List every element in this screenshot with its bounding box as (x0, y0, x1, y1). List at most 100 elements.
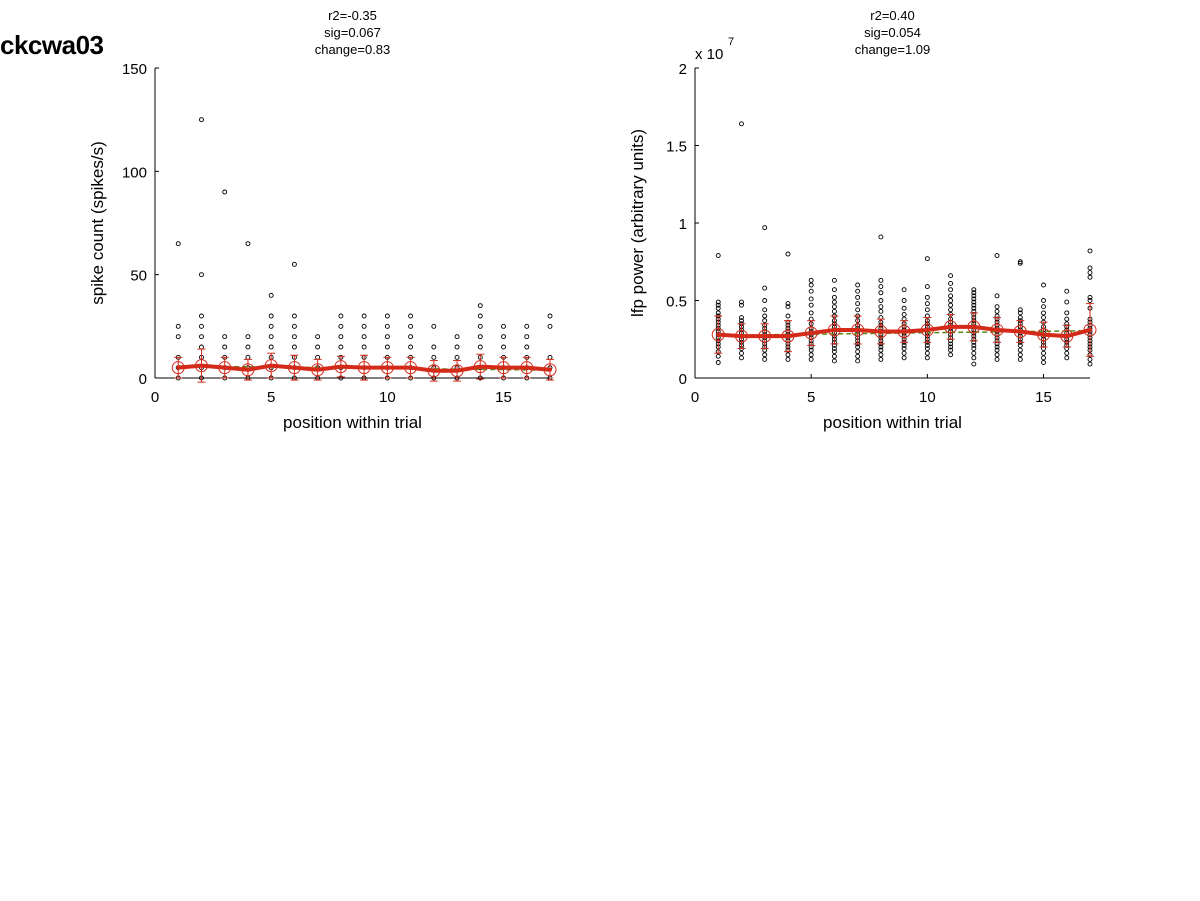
data-point (948, 352, 954, 358)
data-point (361, 344, 367, 350)
data-point (924, 346, 930, 351)
data-point (994, 253, 1000, 259)
data-point (831, 304, 837, 310)
chart-title-line: change=1.09 (855, 42, 931, 57)
data-point (524, 334, 530, 340)
data-point (1017, 352, 1023, 358)
mean-marker (520, 361, 534, 375)
data-point (971, 299, 977, 305)
mean-marker (804, 326, 818, 340)
data-point (1017, 259, 1023, 265)
data-point (501, 323, 506, 329)
data-point (855, 282, 861, 288)
mean-marker (311, 363, 325, 377)
data-point (338, 323, 344, 329)
data-point (924, 301, 930, 307)
data-point (1041, 350, 1046, 356)
data-point (971, 287, 977, 293)
data-point (1017, 260, 1023, 266)
data-point (901, 343, 907, 348)
x-tick-label: 15 (1035, 389, 1052, 406)
data-point (994, 293, 1000, 299)
data-point (878, 298, 884, 303)
data-point (1041, 282, 1046, 288)
data-point (338, 313, 344, 319)
data-point (762, 352, 768, 358)
data-point (785, 356, 791, 362)
data-point (808, 347, 814, 353)
data-point (785, 301, 791, 307)
data-point (501, 334, 506, 340)
data-point (831, 358, 837, 364)
data-point (901, 287, 907, 293)
mean-marker (920, 323, 934, 337)
mean-marker (1083, 323, 1097, 337)
data-point (477, 313, 483, 319)
mean-marker (404, 361, 418, 375)
mean-marker (543, 363, 557, 377)
data-point (855, 344, 861, 350)
data-point (831, 353, 837, 359)
y-tick-label: 150 (122, 61, 147, 78)
data-point (361, 323, 367, 329)
lfp-power-chart: r2=0.40 sig=0.054 change=1.09 0 5 10 15 0 0.5 1 1.… (628, 8, 1097, 432)
data-point (901, 346, 907, 351)
data-point (924, 343, 930, 348)
data-point (808, 288, 814, 294)
data-point (739, 350, 744, 356)
data-point (948, 307, 954, 313)
mean-marker (450, 364, 464, 378)
data-point (1017, 356, 1023, 362)
data-point (384, 334, 390, 340)
data-point (948, 281, 954, 286)
data-point (808, 277, 814, 283)
data-point (291, 261, 297, 267)
data-point (175, 334, 181, 340)
data-point (901, 350, 907, 356)
data-point (1064, 350, 1070, 356)
data-point (971, 290, 977, 296)
data-point (878, 347, 884, 353)
data-point (715, 299, 721, 305)
data-point (808, 310, 814, 316)
data-point (1087, 265, 1093, 271)
data-point (948, 273, 954, 279)
data-point (785, 352, 791, 358)
data-point (762, 225, 768, 231)
data-point (831, 346, 837, 351)
data-point (948, 347, 954, 353)
data-point (547, 323, 553, 329)
data-point (971, 361, 977, 367)
data-point (739, 121, 744, 127)
data-point (971, 305, 977, 311)
mean-marker (967, 320, 981, 334)
data-point (855, 301, 861, 307)
data-point (808, 282, 814, 288)
data-point (291, 313, 297, 319)
data-point (361, 313, 367, 319)
data-point (715, 353, 721, 359)
mean-marker (990, 323, 1004, 337)
data-point (222, 344, 228, 350)
mean-marker (1037, 328, 1051, 342)
data-point (739, 302, 744, 308)
data-point (831, 287, 837, 293)
mean-marker (827, 323, 841, 337)
data-point (715, 253, 721, 259)
chart-title-line: change=0.83 (315, 42, 391, 57)
data-point (855, 294, 861, 300)
mean-marker (874, 325, 888, 338)
data-point (1041, 304, 1046, 310)
mean-marker (734, 329, 748, 343)
data-point (831, 277, 837, 283)
data-point (831, 299, 837, 305)
data-point (739, 299, 744, 305)
data-point (547, 313, 553, 319)
data-point (477, 344, 483, 350)
data-point (1064, 299, 1070, 305)
data-point (948, 344, 954, 350)
y-tick-label: 50 (130, 268, 147, 285)
data-point (384, 313, 390, 319)
data-point (971, 343, 977, 348)
data-point (855, 307, 861, 313)
